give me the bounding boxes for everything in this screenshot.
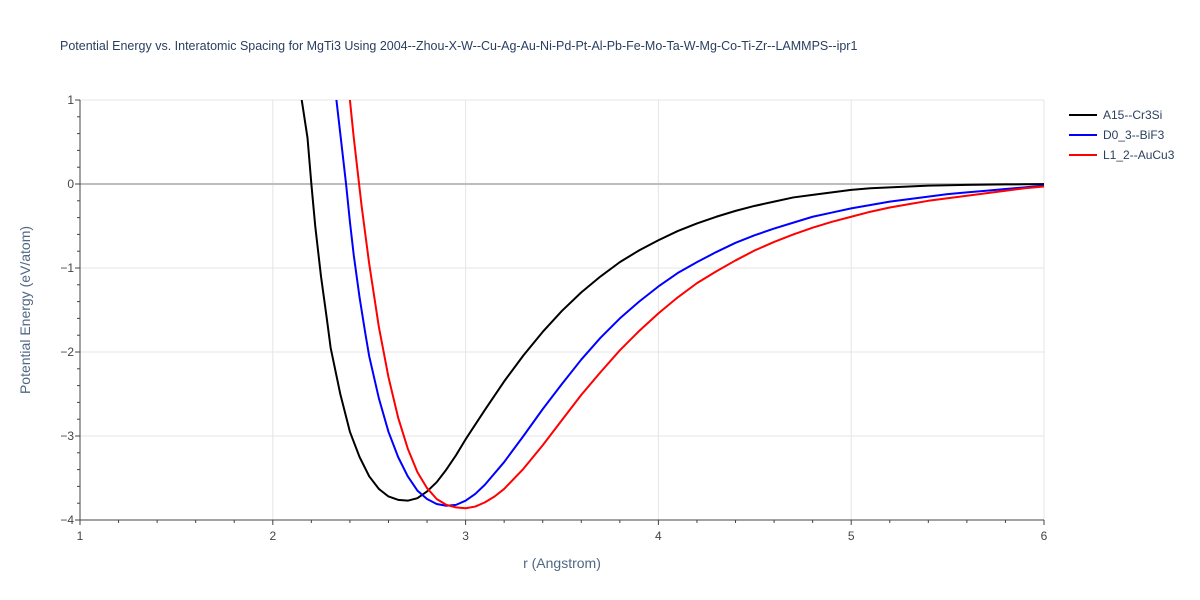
legend-item[interactable]: L1_2--AuCu3 [1069, 148, 1175, 162]
y-tick-label: −4 [60, 513, 74, 527]
x-tick-label: 1 [77, 529, 84, 543]
legend-label: A15--Cr3Si [1103, 108, 1162, 122]
y-tick-label: 0 [67, 177, 74, 191]
legend-label: D0_3--BiF3 [1103, 128, 1165, 142]
y-tick-label: 1 [67, 93, 74, 107]
y-tick-label: −1 [60, 261, 74, 275]
y-tick-label: −3 [60, 429, 74, 443]
series-line-2[interactable] [348, 100, 1044, 510]
x-tick-label: 4 [655, 529, 662, 543]
series-layer [300, 100, 1044, 510]
y-tick-label: −2 [60, 345, 74, 359]
series-line-1[interactable] [335, 100, 1044, 507]
axes-layer: 1 2 3 4 5 6 1 0 −1 −2 −3 −4 [60, 93, 1047, 543]
x-tick-label: 6 [1041, 529, 1048, 543]
legend-item[interactable]: D0_3--BiF3 [1069, 128, 1165, 142]
chart-title: Potential Energy vs. Interatomic Spacing… [60, 39, 857, 53]
x-tick-label: 2 [269, 529, 276, 543]
y-axis-title: Potential Energy (eV/atom) [17, 226, 33, 394]
legend-item[interactable]: A15--Cr3Si [1069, 108, 1162, 122]
legend-label: L1_2--AuCu3 [1103, 148, 1175, 162]
x-axis-title: r (Angstrom) [523, 555, 601, 571]
legend[interactable]: A15--Cr3Si D0_3--BiF3 L1_2--AuCu3 [1069, 108, 1175, 162]
series-line-0[interactable] [300, 100, 1044, 502]
x-tick-label: 3 [462, 529, 469, 543]
x-tick-label: 5 [848, 529, 855, 543]
